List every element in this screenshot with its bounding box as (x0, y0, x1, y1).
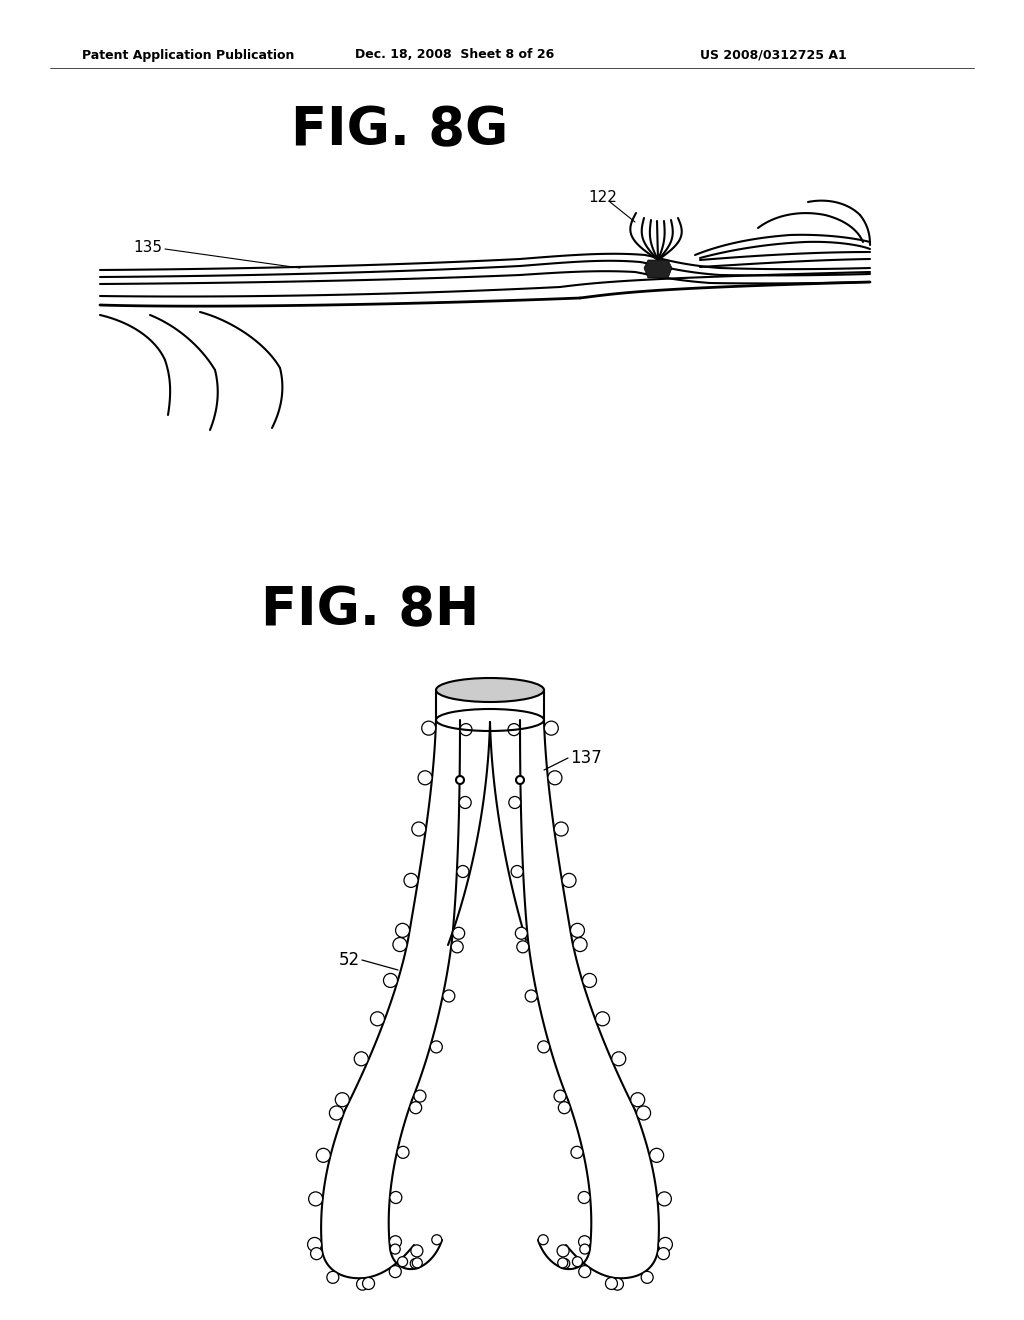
Circle shape (572, 1257, 583, 1267)
Circle shape (411, 1258, 420, 1269)
Circle shape (354, 1052, 369, 1065)
Circle shape (509, 796, 521, 808)
Circle shape (596, 1012, 609, 1026)
Text: 135: 135 (133, 240, 162, 256)
Circle shape (452, 941, 463, 953)
Polygon shape (644, 260, 672, 279)
Circle shape (516, 776, 524, 784)
Circle shape (515, 927, 527, 940)
Circle shape (579, 1236, 591, 1247)
Text: US 2008/0312725 A1: US 2008/0312725 A1 (700, 49, 847, 62)
Circle shape (418, 771, 432, 785)
Circle shape (307, 1237, 322, 1251)
Circle shape (393, 937, 407, 952)
Circle shape (539, 1234, 548, 1245)
Circle shape (330, 1106, 343, 1119)
Circle shape (316, 1148, 331, 1163)
Circle shape (383, 973, 397, 987)
Text: FIG. 8H: FIG. 8H (261, 583, 479, 636)
Circle shape (414, 1090, 426, 1102)
Circle shape (456, 776, 464, 784)
Circle shape (538, 1041, 550, 1053)
Circle shape (460, 723, 472, 735)
Circle shape (413, 1258, 422, 1267)
Circle shape (397, 1257, 408, 1267)
Circle shape (579, 1266, 591, 1278)
Circle shape (605, 1278, 617, 1290)
Circle shape (422, 721, 435, 735)
Text: 52: 52 (339, 950, 360, 969)
Text: Dec. 18, 2008  Sheet 8 of 26: Dec. 18, 2008 Sheet 8 of 26 (355, 49, 554, 62)
Circle shape (371, 1012, 384, 1026)
Circle shape (657, 1192, 672, 1206)
Circle shape (611, 1052, 626, 1065)
Circle shape (548, 771, 562, 785)
Text: 137: 137 (570, 748, 602, 767)
Circle shape (310, 1247, 323, 1259)
Circle shape (557, 1245, 569, 1257)
Circle shape (389, 1236, 401, 1247)
Circle shape (631, 1093, 645, 1106)
Circle shape (335, 1093, 349, 1106)
Circle shape (641, 1271, 653, 1283)
Circle shape (554, 822, 568, 836)
Circle shape (554, 1090, 566, 1102)
Circle shape (453, 927, 465, 940)
Circle shape (457, 866, 469, 878)
Circle shape (362, 1278, 375, 1290)
Circle shape (658, 1237, 673, 1251)
Circle shape (558, 1258, 567, 1267)
Circle shape (571, 1146, 583, 1159)
Circle shape (511, 866, 523, 878)
Circle shape (412, 822, 426, 836)
Circle shape (649, 1148, 664, 1163)
Circle shape (579, 1192, 590, 1204)
Circle shape (389, 1266, 401, 1278)
Circle shape (404, 874, 418, 887)
Text: Patent Application Publication: Patent Application Publication (82, 49, 294, 62)
Circle shape (390, 1243, 400, 1254)
Text: FIG. 8G: FIG. 8G (292, 104, 509, 156)
Circle shape (611, 1278, 624, 1290)
Circle shape (356, 1278, 369, 1290)
Text: 122: 122 (588, 190, 616, 206)
Circle shape (583, 973, 597, 987)
Circle shape (430, 1041, 442, 1053)
Circle shape (570, 924, 585, 937)
Circle shape (411, 1245, 423, 1257)
Circle shape (390, 1192, 401, 1204)
Circle shape (327, 1271, 339, 1283)
Circle shape (397, 1146, 409, 1159)
Circle shape (558, 1102, 570, 1114)
Circle shape (580, 1243, 590, 1254)
Circle shape (657, 1247, 670, 1259)
Circle shape (562, 874, 577, 887)
Circle shape (545, 721, 558, 735)
Circle shape (517, 941, 528, 953)
Circle shape (525, 990, 538, 1002)
Circle shape (432, 1234, 441, 1245)
Circle shape (560, 1258, 569, 1269)
Circle shape (308, 1192, 323, 1206)
Circle shape (395, 924, 410, 937)
Circle shape (573, 937, 587, 952)
Circle shape (508, 723, 520, 735)
Circle shape (459, 796, 471, 808)
Circle shape (637, 1106, 650, 1119)
Ellipse shape (436, 678, 544, 702)
Circle shape (442, 990, 455, 1002)
Circle shape (410, 1102, 422, 1114)
